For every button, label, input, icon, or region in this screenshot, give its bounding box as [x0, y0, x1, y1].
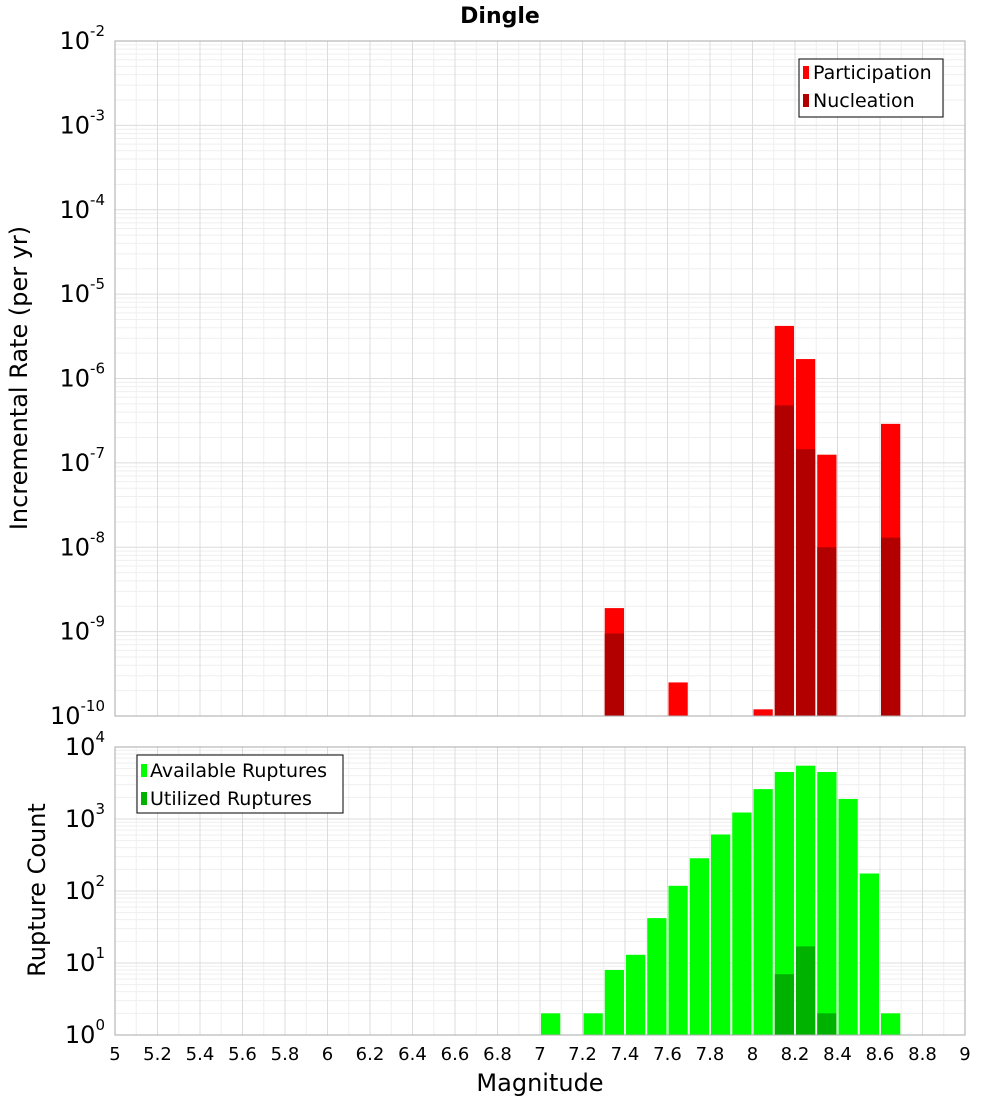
- x-tick-label: 5.2: [143, 1044, 172, 1065]
- legend-label-available: Available Ruptures: [150, 760, 327, 782]
- legend-swatch-nucleation: [803, 94, 809, 107]
- rate-y-tick-label: 10-5: [59, 275, 105, 308]
- bottom-legend: Available Ruptures Utilized Ruptures: [136, 754, 344, 814]
- count-bar-available-ruptures: [711, 834, 731, 1035]
- count-bar-utilized-ruptures: [774, 974, 794, 1035]
- x-tick-label: 8.8: [908, 1044, 937, 1065]
- legend-swatch-available: [141, 764, 147, 777]
- top-y-axis-title: Incremental Rate (per yr): [5, 226, 33, 530]
- rate-panel: 10-10 10-9 10-8 10-7 10-6 10-5 10-4 10-3 10-2: [50, 22, 966, 730]
- x-axis-title: Magnitude: [476, 1069, 603, 1097]
- rate-bar-participation: [753, 709, 773, 716]
- rate-bar-nucleation: [881, 537, 901, 716]
- count-bar-utilized-ruptures: [796, 946, 816, 1035]
- x-tick-label: 7.8: [696, 1044, 725, 1065]
- rate-y-tick-label: 10-10: [50, 697, 105, 730]
- count-bar-utilized-ruptures: [817, 1013, 837, 1035]
- count-y-tick-label: 102: [65, 872, 105, 905]
- count-bar-available-ruptures: [541, 1013, 561, 1035]
- count-bar-available-ruptures: [604, 969, 624, 1035]
- x-tick-label: 9: [959, 1044, 970, 1065]
- x-tick-label: 6.4: [398, 1044, 427, 1065]
- count-bar-available-ruptures: [668, 885, 688, 1035]
- legend-label-nucleation: Nucleation: [813, 90, 915, 112]
- x-tick-label: 5.8: [271, 1044, 300, 1065]
- count-bar-available-ruptures: [732, 812, 752, 1035]
- x-tick-label: 8.4: [823, 1044, 852, 1065]
- rate-y-tick-label: 10-4: [59, 191, 105, 224]
- count-plot-border: [114, 746, 966, 1036]
- x-tick-label: 8.2: [781, 1044, 810, 1065]
- rate-y-tick-label: 10-9: [59, 613, 105, 646]
- rate-y-tick-label: 10-6: [59, 360, 105, 393]
- chart-title: Dingle: [460, 4, 540, 29]
- top-legend-box: [798, 58, 944, 118]
- count-y-tick-label: 103: [65, 800, 105, 833]
- count-y-tick-label: 104: [65, 728, 105, 761]
- rate-bar-nucleation: [796, 449, 816, 716]
- x-tick-label: 7.6: [653, 1044, 682, 1065]
- x-tick-label: 8.6: [866, 1044, 895, 1065]
- count-bar-available-ruptures: [838, 798, 858, 1035]
- legend-swatch-utilized: [141, 792, 147, 805]
- count-bar-available-ruptures: [881, 1013, 901, 1035]
- x-tick-label: 6.6: [441, 1044, 470, 1065]
- rate-bar-nucleation: [604, 633, 624, 716]
- bottom-legend-box: [136, 754, 344, 814]
- count-bar-available-ruptures: [774, 771, 794, 1035]
- x-tick-label: 7.4: [611, 1044, 640, 1065]
- x-tick-label: 7: [534, 1044, 545, 1065]
- x-tick-label: 6.8: [483, 1044, 512, 1065]
- legend-swatch-participation: [803, 66, 809, 79]
- x-tick-label: 8: [747, 1044, 758, 1065]
- count-bar-available-ruptures: [817, 771, 837, 1035]
- count-bar-available-ruptures: [583, 1013, 603, 1035]
- rate-bar-participation: [668, 682, 688, 716]
- rate-bar-nucleation: [817, 547, 837, 716]
- rate-y-tick-label: 10-3: [59, 106, 105, 139]
- legend-label-utilized: Utilized Ruptures: [150, 788, 312, 810]
- x-tick-label: 5.4: [186, 1044, 215, 1065]
- count-bar-available-ruptures: [689, 858, 709, 1035]
- count-bar-available-ruptures: [859, 873, 879, 1035]
- rate-y-tick-label: 10-8: [59, 528, 105, 561]
- rate-bar-nucleation: [774, 405, 794, 716]
- count-bar-available-ruptures: [626, 954, 646, 1035]
- legend-label-participation: Participation: [813, 62, 932, 84]
- x-tick-label: 6.2: [356, 1044, 385, 1065]
- count-bar-available-ruptures: [753, 789, 773, 1035]
- x-tick-label: 5: [109, 1044, 120, 1065]
- rate-y-tick-label: 10-7: [59, 444, 105, 477]
- top-legend: Participation Nucleation: [798, 58, 944, 118]
- count-y-tick-label: 100: [65, 1016, 105, 1049]
- count-bar-available-ruptures: [647, 918, 667, 1035]
- x-tick-label: 7.2: [568, 1044, 597, 1065]
- rate-plot-border: [114, 40, 966, 717]
- x-tick-label: 5.6: [228, 1044, 257, 1065]
- count-panel: 100 101 102 103 104 5 5.2 5.4 5.6 5.8 6 6.2 6.4 6.6 6.…: [65, 728, 971, 1065]
- rate-y-tick-label: 10-2: [59, 22, 105, 55]
- x-tick-label: 6: [322, 1044, 333, 1065]
- bottom-y-axis-title: Rupture Count: [23, 803, 51, 977]
- count-y-tick-label: 101: [65, 944, 105, 977]
